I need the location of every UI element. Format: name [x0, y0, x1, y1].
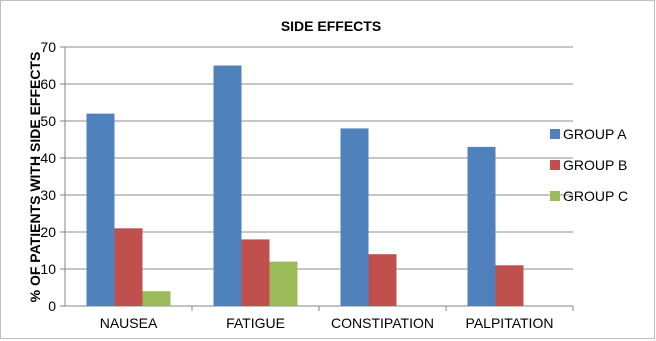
legend-swatch [550, 160, 560, 170]
bar [368, 254, 397, 306]
bar [114, 228, 143, 306]
legend-label: GROUP C [563, 188, 628, 204]
legend-label: GROUP B [563, 157, 627, 173]
bar [86, 113, 115, 306]
bar [467, 146, 496, 306]
legend-swatch [550, 129, 560, 139]
y-tick-label: 10 [40, 261, 56, 277]
x-tick-label: CONSTIPATION [331, 315, 434, 331]
y-tick-label: 0 [48, 298, 56, 314]
x-tick-label: NAUSEA [100, 315, 158, 331]
legend-label: GROUP A [563, 126, 627, 142]
y-tick-label: 30 [40, 187, 56, 203]
bar [269, 261, 298, 306]
y-tick-label: 60 [40, 76, 56, 92]
y-tick-label: 40 [40, 150, 56, 166]
bar [142, 291, 171, 306]
y-tick-label: 70 [40, 39, 56, 55]
y-tick-label: 20 [40, 224, 56, 240]
x-tick-label: FATIGUE [226, 315, 285, 331]
bars [86, 65, 524, 306]
y-axis-label: % OF PATIENTS WITH SIDE EFFECTS [27, 52, 43, 303]
bar [495, 265, 524, 306]
legend: GROUP A GROUP B GROUP C [550, 126, 628, 204]
legend-swatch [550, 191, 560, 201]
y-tick-label: 50 [40, 113, 56, 129]
bar [213, 65, 242, 306]
bar [241, 239, 270, 306]
x-axis-ticks: NAUSEA FATIGUE CONSTIPATION PALPITATION [100, 315, 554, 331]
bar [340, 128, 369, 306]
x-tick-label: PALPITATION [466, 315, 554, 331]
y-axis-ticks: 0 10 20 30 40 50 60 70 [40, 39, 56, 314]
chart-title: SIDE EFFECTS [281, 18, 381, 34]
